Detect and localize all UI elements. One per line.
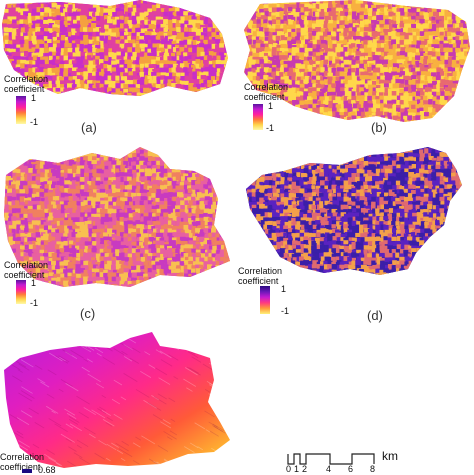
map-panel-d	[240, 145, 474, 285]
legend-colorbar-e	[22, 469, 32, 473]
panel-label-c: (c)	[80, 306, 95, 321]
panel-label-d: (d)	[367, 308, 383, 323]
legend-title-a-line2: coefficient	[4, 84, 48, 94]
legend-title-b: Correlation coefficient	[244, 82, 288, 102]
legend-max-c: 1	[31, 278, 36, 288]
map-texture-d	[240, 145, 474, 285]
scale-tick-4: 4	[326, 464, 331, 474]
legend-colorbar-b	[253, 104, 263, 130]
legend-min-b: -1	[266, 123, 274, 133]
legend-title-c-line1: Correlation	[4, 260, 48, 270]
legend-colorbar-d	[260, 286, 270, 314]
legend-title-b-line1: Correlation	[244, 82, 288, 92]
legend-title-d: Correlation coefficient	[238, 266, 282, 286]
legend-title-e-line1: Correlation	[0, 452, 44, 462]
scale-tick-1: 1	[294, 464, 299, 474]
scale-bar	[286, 452, 378, 466]
legend-title-a: Correlation coefficient	[4, 74, 48, 94]
legend-max-b: 1	[268, 101, 273, 111]
legend-colorbar-a	[16, 96, 26, 124]
legend-title-a-line1: Correlation	[4, 74, 48, 84]
scale-unit-label: km	[382, 450, 398, 463]
legend-min-a: -1	[30, 117, 38, 127]
scale-tick-0: 0	[286, 464, 291, 474]
legend-title-c: Correlation coefficient	[4, 260, 48, 280]
legend-colorbar-c	[16, 280, 26, 304]
scale-tick-8: 8	[370, 464, 375, 474]
panel-label-a: (a)	[81, 120, 97, 135]
legend-title-d-line2: coefficient	[238, 276, 282, 286]
legend-title-d-line1: Correlation	[238, 266, 282, 276]
legend-min-d: -1	[281, 306, 289, 316]
legend-title-b-line2: coefficient	[244, 92, 288, 102]
legend-max-a: 1	[31, 93, 36, 103]
scale-tick-2: 2	[302, 464, 307, 474]
legend-min-c: -1	[30, 298, 38, 308]
scale-tick-6: 6	[348, 464, 353, 474]
legend-title-c-line2: coefficient	[4, 270, 48, 280]
legend-max-d: 1	[281, 284, 286, 294]
panel-label-b: (b)	[371, 120, 387, 135]
